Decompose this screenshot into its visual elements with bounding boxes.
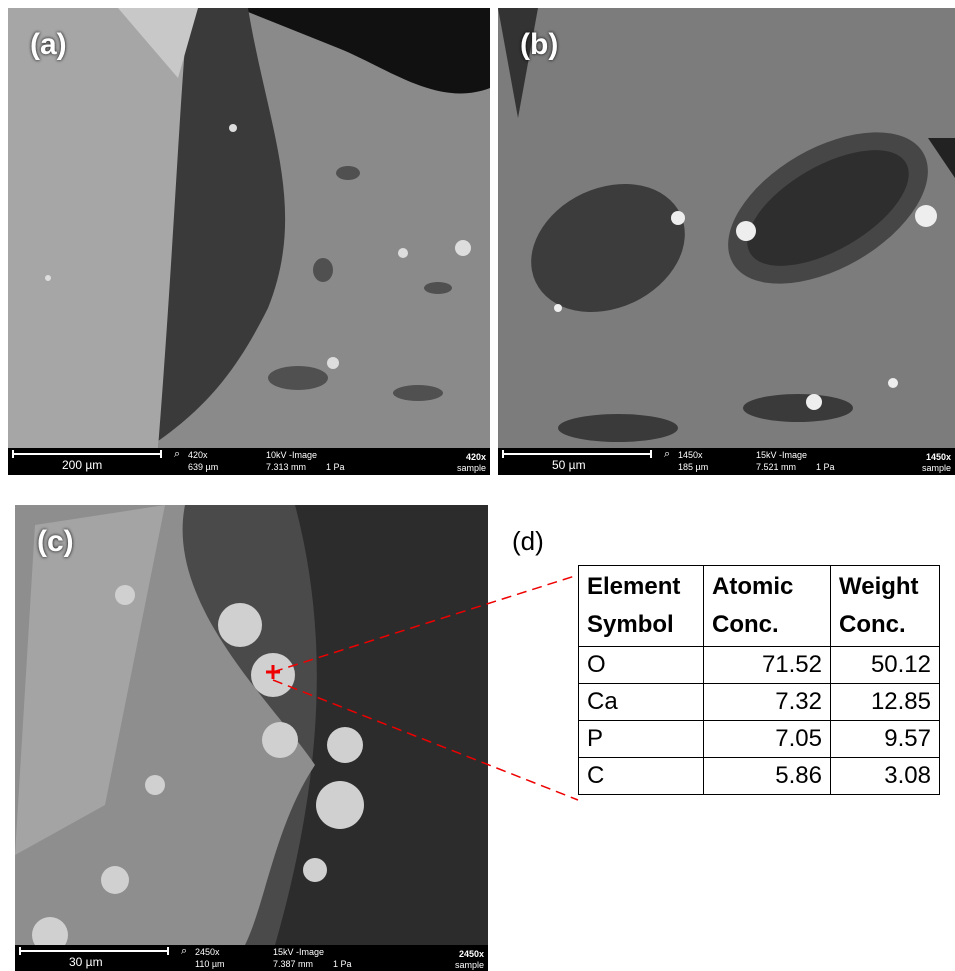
table-cell: 7.32 bbox=[704, 684, 831, 721]
table-cell: 9.57 bbox=[831, 721, 940, 758]
table-cell: 71.52 bbox=[704, 647, 831, 684]
header-cell: Weight Conc. bbox=[831, 566, 940, 647]
callout-line bbox=[273, 680, 578, 800]
table-cell: 7.05 bbox=[704, 721, 831, 758]
header-cell: Atomic Conc. bbox=[704, 566, 831, 647]
header-cell: Element Symbol bbox=[579, 566, 704, 647]
callout-line bbox=[273, 575, 578, 672]
table-cell: O bbox=[579, 647, 704, 684]
table-cell: 12.85 bbox=[831, 684, 940, 721]
table-cell: 50.12 bbox=[831, 647, 940, 684]
table-cell: P bbox=[579, 721, 704, 758]
table-cell: 3.08 bbox=[831, 758, 940, 795]
callout bbox=[0, 0, 955, 971]
table-cell: 5.86 bbox=[704, 758, 831, 795]
composition-table: Element Symbol Atomic Conc. Weight Conc.… bbox=[578, 565, 940, 795]
table-cell: C bbox=[579, 758, 704, 795]
panel-label: (d) bbox=[512, 526, 544, 557]
figure: (a)200 µm⌕420x639 µm10kV -Image7.313 mm1… bbox=[0, 0, 955, 971]
table-cell: Ca bbox=[579, 684, 704, 721]
header-row: Element Symbol Atomic Conc. Weight Conc. bbox=[579, 566, 940, 647]
point-marker bbox=[266, 665, 280, 679]
